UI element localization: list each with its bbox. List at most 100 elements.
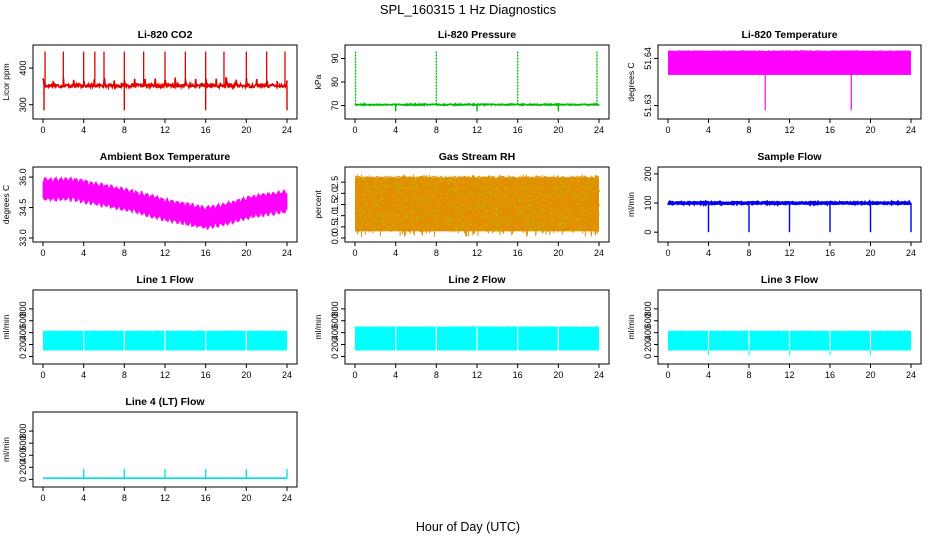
data-point bbox=[580, 213, 582, 215]
data-point bbox=[382, 214, 384, 217]
data-point bbox=[400, 186, 403, 189]
data-point bbox=[529, 205, 532, 207]
data-point bbox=[456, 191, 458, 194]
data-point bbox=[577, 192, 579, 194]
data-point bbox=[434, 182, 436, 184]
data-point bbox=[518, 214, 520, 216]
x-tick-label: 0 bbox=[352, 248, 357, 258]
data-point bbox=[520, 210, 522, 212]
data-point bbox=[488, 180, 491, 182]
data-point bbox=[537, 226, 540, 228]
data-point bbox=[406, 187, 408, 189]
data-point bbox=[533, 218, 536, 220]
data-point bbox=[500, 222, 503, 224]
data-point bbox=[365, 202, 368, 205]
x-tick-label: 20 bbox=[865, 125, 875, 135]
data-point bbox=[483, 203, 485, 206]
data-point bbox=[427, 195, 429, 197]
data-point bbox=[579, 194, 582, 197]
data-point bbox=[565, 193, 567, 196]
data-point bbox=[463, 199, 465, 201]
data-point bbox=[566, 185, 569, 188]
chart-ylabel: ml/min bbox=[1, 437, 11, 462]
chart-5: Gas Stream RH percent 0.00.51.01.52.02.5 0 4… bbox=[313, 151, 610, 258]
data-point bbox=[400, 208, 402, 211]
data-point bbox=[537, 191, 540, 194]
data-point bbox=[571, 179, 573, 181]
data-point bbox=[497, 218, 499, 220]
data-point bbox=[435, 218, 438, 220]
data-point bbox=[498, 191, 501, 193]
data-point bbox=[528, 213, 530, 216]
data-point bbox=[527, 204, 530, 206]
x-tick-label: 8 bbox=[122, 493, 127, 503]
y-tick-label: 0 bbox=[330, 354, 340, 359]
y-tick-label: 800 bbox=[643, 301, 653, 316]
x-tick-label: 4 bbox=[393, 248, 398, 258]
data-point bbox=[411, 204, 414, 206]
data-point bbox=[495, 213, 497, 215]
data-point bbox=[551, 191, 553, 194]
data-point bbox=[395, 181, 397, 183]
data-point bbox=[515, 206, 517, 208]
y-tick-label: 90 bbox=[330, 53, 340, 63]
data-point bbox=[495, 207, 497, 209]
data-point bbox=[578, 219, 580, 221]
y-tick-label: 600 bbox=[330, 313, 340, 328]
data-point bbox=[471, 204, 473, 207]
x-tick-label: 4 bbox=[706, 125, 711, 135]
data-point bbox=[381, 220, 383, 222]
y-tick-label: 0 bbox=[643, 354, 653, 359]
data-point bbox=[597, 214, 599, 217]
data-point bbox=[447, 223, 449, 225]
data-point bbox=[538, 222, 540, 224]
chart-data-series bbox=[667, 330, 911, 356]
data-point bbox=[579, 229, 581, 231]
chart-data-series bbox=[668, 50, 912, 111]
data-point bbox=[437, 225, 439, 227]
data-point bbox=[552, 219, 554, 221]
data-point bbox=[390, 211, 392, 213]
data-point bbox=[540, 204, 543, 207]
data-point bbox=[582, 193, 585, 195]
data-point bbox=[496, 210, 499, 212]
data-point bbox=[571, 230, 573, 232]
data-point bbox=[415, 198, 417, 200]
data-point bbox=[386, 226, 388, 228]
data-point bbox=[447, 220, 449, 222]
data-point bbox=[447, 190, 450, 192]
data-point bbox=[588, 181, 590, 184]
x-tick-label: 0 bbox=[665, 370, 670, 380]
data-point bbox=[571, 219, 573, 222]
data-point bbox=[532, 191, 535, 194]
data-point bbox=[542, 197, 545, 200]
data-point bbox=[515, 182, 517, 184]
data-point bbox=[562, 185, 565, 188]
data-point bbox=[583, 198, 585, 200]
data-point bbox=[357, 210, 359, 212]
data-point bbox=[449, 201, 451, 203]
x-tick-label: 0 bbox=[665, 248, 670, 258]
data-point bbox=[456, 227, 458, 230]
x-tick-label: 8 bbox=[122, 125, 127, 135]
data-point bbox=[566, 217, 568, 219]
data-point bbox=[418, 203, 420, 205]
data-point bbox=[560, 181, 562, 184]
data-point bbox=[439, 210, 441, 212]
data-point bbox=[536, 196, 538, 198]
data-point bbox=[510, 218, 512, 220]
data-point bbox=[377, 214, 380, 216]
data-point bbox=[576, 179, 578, 181]
data-point bbox=[366, 221, 369, 223]
data-point bbox=[483, 200, 485, 202]
data-point bbox=[410, 217, 412, 219]
data-point bbox=[533, 220, 535, 223]
data-point bbox=[479, 205, 482, 207]
data-point bbox=[504, 193, 507, 196]
x-tick-label: 24 bbox=[282, 248, 292, 258]
data-point bbox=[419, 230, 421, 233]
data-point bbox=[498, 229, 500, 232]
data-point bbox=[538, 228, 541, 231]
data-point bbox=[566, 208, 568, 210]
y-tick-label: 1.5 bbox=[330, 198, 340, 211]
